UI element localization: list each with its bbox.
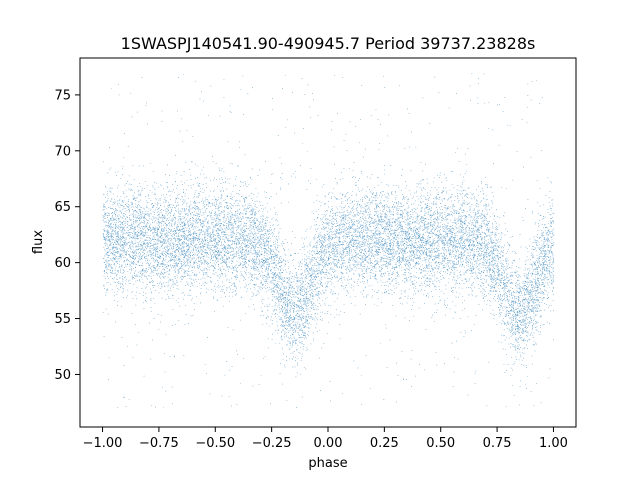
y-tick-label: 75 bbox=[54, 88, 71, 103]
x-tick-label: 0.25 bbox=[370, 436, 399, 451]
x-tick-label: 0.75 bbox=[483, 436, 512, 451]
x-tick-label: −0.50 bbox=[195, 436, 235, 451]
chart-title: 1SWASPJ140541.90-490945.7 Period 39737.2… bbox=[121, 34, 536, 53]
x-tick-label: −1.00 bbox=[83, 436, 123, 451]
y-axis: 50 55 60 65 70 75 bbox=[54, 88, 80, 383]
y-tick-label: 55 bbox=[54, 312, 71, 327]
y-tick-label: 65 bbox=[54, 200, 71, 215]
x-tick-label: 0.00 bbox=[314, 436, 343, 451]
x-tick-label: −0.75 bbox=[139, 436, 179, 451]
scatter-point-cloud bbox=[102, 73, 555, 409]
x-tick-label: −0.25 bbox=[252, 436, 292, 451]
scatter-points bbox=[102, 73, 555, 409]
x-tick-label: 1.00 bbox=[539, 436, 568, 451]
y-tick-label: 60 bbox=[54, 256, 71, 271]
x-axis-label: phase bbox=[308, 456, 347, 471]
y-tick-label: 70 bbox=[54, 144, 71, 159]
x-tick-label: 0.50 bbox=[426, 436, 455, 451]
y-axis-label: flux bbox=[31, 230, 46, 254]
x-axis: −1.00 −0.75 −0.50 −0.25 0.00 0.25 0.50 0.75 1.00 bbox=[83, 427, 568, 451]
y-tick-label: 50 bbox=[54, 368, 71, 383]
